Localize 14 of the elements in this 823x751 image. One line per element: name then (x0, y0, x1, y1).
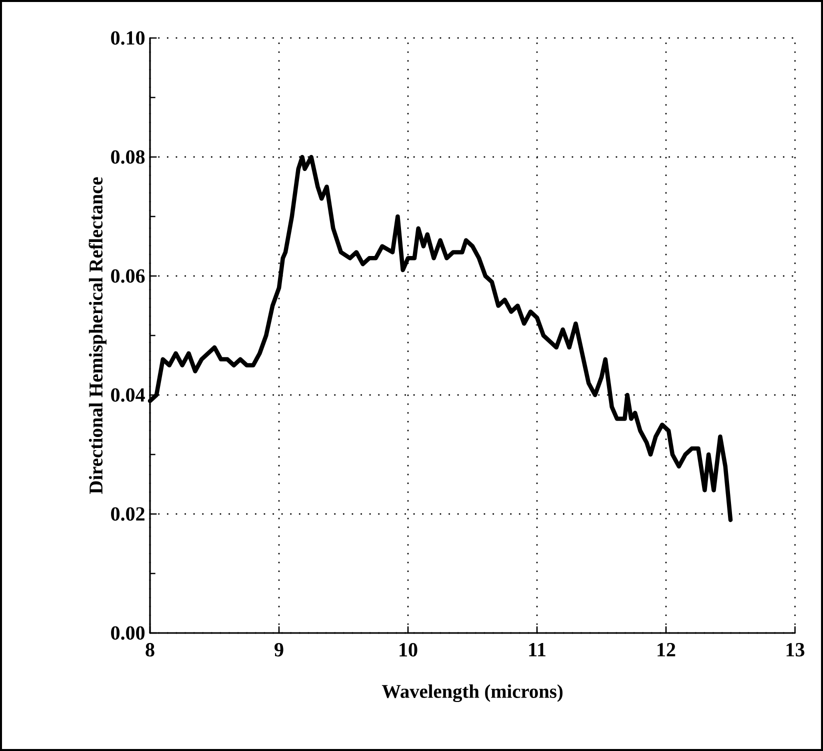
y-axis-title: Directional Hemispherical Reflectance (88, 177, 106, 494)
y-tick-label: 0.08 (111, 150, 145, 164)
y-tick-label: 0.04 (111, 388, 145, 402)
x-tick-label: 11 (529, 643, 546, 656)
y-tick-label: 0.02 (111, 507, 144, 521)
y-tick-label: 0.00 (111, 626, 145, 640)
x-tick-label: 8 (146, 643, 154, 657)
x-tick-label: 10 (400, 643, 418, 657)
x-tick-label: 9 (274, 643, 284, 656)
x-tick-label: 13 (786, 643, 804, 656)
y-tick-label: 0.10 (111, 31, 145, 45)
x-tick-label: 12 (658, 643, 676, 656)
x-axis-title: Wavelength (microns) (382, 684, 562, 702)
y-tick-label: 0.06 (111, 269, 145, 283)
